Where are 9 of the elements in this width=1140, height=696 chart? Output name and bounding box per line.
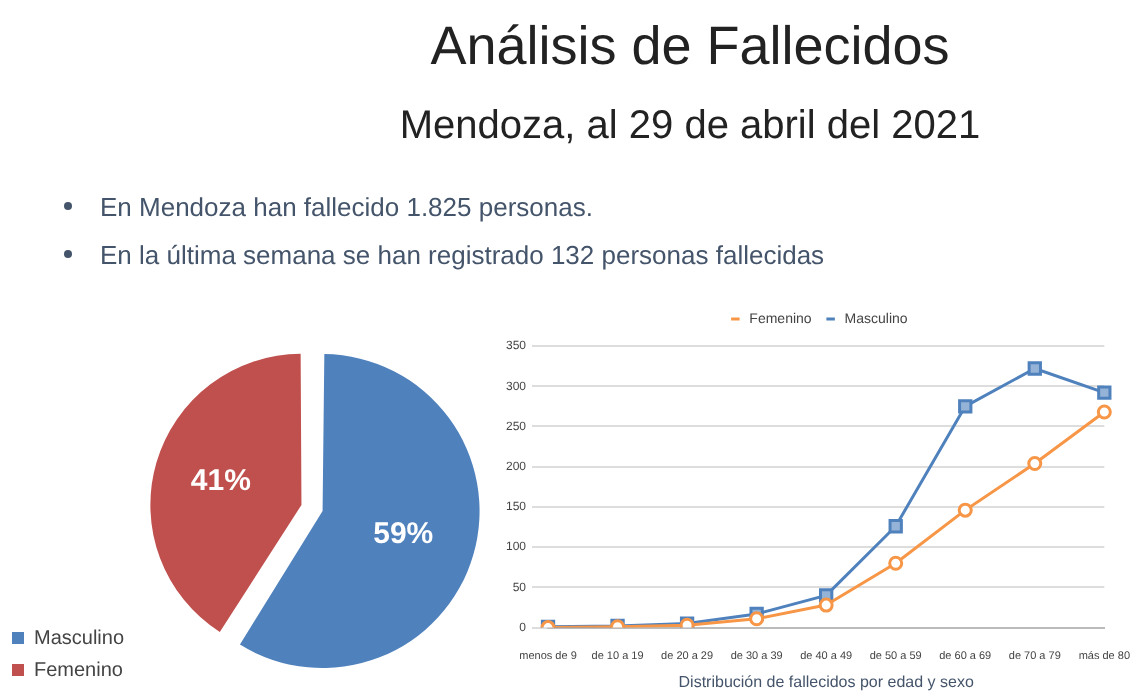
x-axis-title: Distribución de fallecidos por edad y sexo: [678, 672, 975, 691]
data-label: 59%: [373, 516, 434, 551]
text: En la última semana se han registrado 132 personas fallecidas: [98, 238, 827, 274]
legend-label: Masculino: [34, 627, 125, 650]
data-label: 41%: [190, 463, 251, 498]
text: En Mendoza han fallecido 1.825 personas.: [98, 190, 595, 226]
chart-title: Análisis de Fallecidos: [428, 16, 952, 78]
legend-label: Femenino: [34, 659, 124, 682]
chart-subtitle: Mendoza, al 29 de abril del 2021: [397, 104, 983, 150]
